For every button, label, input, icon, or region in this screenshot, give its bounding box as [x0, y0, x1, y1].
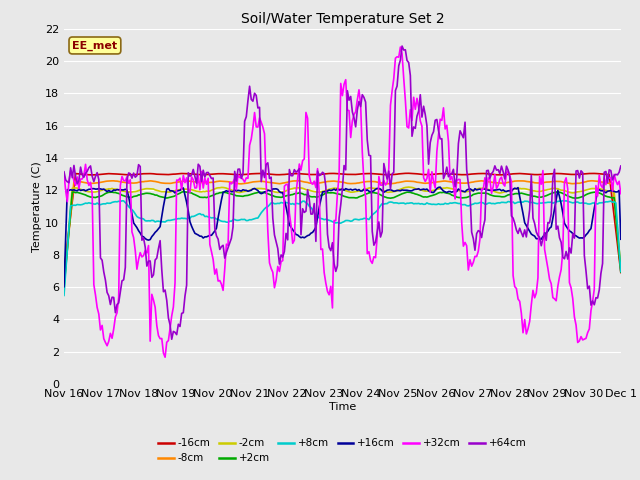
-2cm — [486, 187, 493, 192]
+16cm — [367, 189, 374, 195]
-16cm — [617, 270, 625, 276]
-2cm — [405, 184, 413, 190]
+64cm — [168, 336, 175, 342]
+64cm — [506, 174, 514, 180]
-8cm — [294, 178, 301, 184]
-2cm — [504, 188, 512, 194]
+32cm — [60, 170, 68, 176]
+64cm — [234, 166, 242, 172]
-2cm — [498, 190, 506, 196]
+2cm — [60, 285, 68, 291]
+2cm — [179, 189, 187, 194]
+16cm — [232, 188, 240, 194]
+2cm — [504, 192, 512, 198]
-8cm — [72, 179, 79, 184]
+64cm — [369, 228, 376, 234]
-8cm — [486, 179, 493, 185]
+2cm — [498, 194, 506, 200]
+16cm — [498, 188, 506, 193]
Line: +16cm: +16cm — [64, 187, 621, 287]
-8cm — [617, 264, 625, 270]
+64cm — [398, 43, 406, 49]
+8cm — [502, 200, 510, 205]
+32cm — [499, 181, 507, 187]
+16cm — [436, 184, 444, 190]
-8cm — [504, 180, 512, 185]
Text: EE_met: EE_met — [72, 40, 118, 50]
+64cm — [617, 163, 625, 169]
+32cm — [488, 191, 495, 196]
+8cm — [559, 198, 566, 204]
Y-axis label: Temperature (C): Temperature (C) — [32, 161, 42, 252]
+16cm — [486, 188, 493, 193]
+8cm — [232, 217, 240, 223]
+16cm — [60, 284, 68, 289]
+2cm — [617, 269, 625, 275]
-2cm — [617, 265, 625, 271]
+2cm — [234, 193, 242, 199]
Line: +8cm: +8cm — [64, 201, 621, 295]
+2cm — [486, 192, 493, 198]
+8cm — [484, 200, 492, 206]
-16cm — [232, 172, 240, 178]
Line: +2cm: +2cm — [64, 192, 621, 288]
+32cm — [506, 173, 514, 179]
+8cm — [60, 292, 68, 298]
-8cm — [369, 179, 376, 184]
+32cm — [161, 354, 169, 360]
Title: Soil/Water Temperature Set 2: Soil/Water Temperature Set 2 — [241, 12, 444, 26]
+32cm — [397, 44, 404, 50]
+64cm — [499, 169, 507, 175]
+2cm — [369, 190, 376, 195]
-16cm — [486, 171, 493, 177]
-16cm — [405, 170, 413, 176]
+64cm — [72, 174, 79, 180]
+8cm — [72, 203, 79, 208]
X-axis label: Time: Time — [329, 402, 356, 412]
-2cm — [60, 284, 68, 289]
+32cm — [369, 261, 376, 266]
-2cm — [232, 189, 240, 195]
-8cm — [232, 180, 240, 186]
+32cm — [72, 182, 79, 188]
+16cm — [504, 188, 512, 193]
-16cm — [367, 171, 374, 177]
Line: +64cm: +64cm — [64, 46, 621, 339]
+32cm — [617, 191, 625, 196]
+64cm — [488, 171, 495, 177]
Line: -2cm: -2cm — [64, 187, 621, 287]
+8cm — [367, 214, 374, 220]
-16cm — [498, 172, 506, 178]
-8cm — [498, 180, 506, 186]
Line: -16cm: -16cm — [64, 173, 621, 273]
+8cm — [496, 200, 504, 206]
Line: +32cm: +32cm — [64, 47, 621, 357]
-16cm — [504, 171, 512, 177]
+64cm — [60, 169, 68, 175]
+8cm — [617, 269, 625, 275]
-8cm — [60, 280, 68, 286]
Legend: -16cm, -8cm, -2cm, +2cm, +8cm, +16cm, +32cm, +64cm: -16cm, -8cm, -2cm, +2cm, +8cm, +16cm, +3… — [154, 434, 531, 468]
-16cm — [60, 269, 68, 275]
+2cm — [72, 190, 79, 195]
Line: -8cm: -8cm — [64, 181, 621, 283]
+16cm — [617, 236, 625, 242]
+32cm — [234, 172, 242, 178]
+16cm — [72, 188, 79, 193]
-2cm — [367, 185, 374, 191]
-2cm — [72, 185, 79, 191]
-16cm — [72, 171, 79, 177]
